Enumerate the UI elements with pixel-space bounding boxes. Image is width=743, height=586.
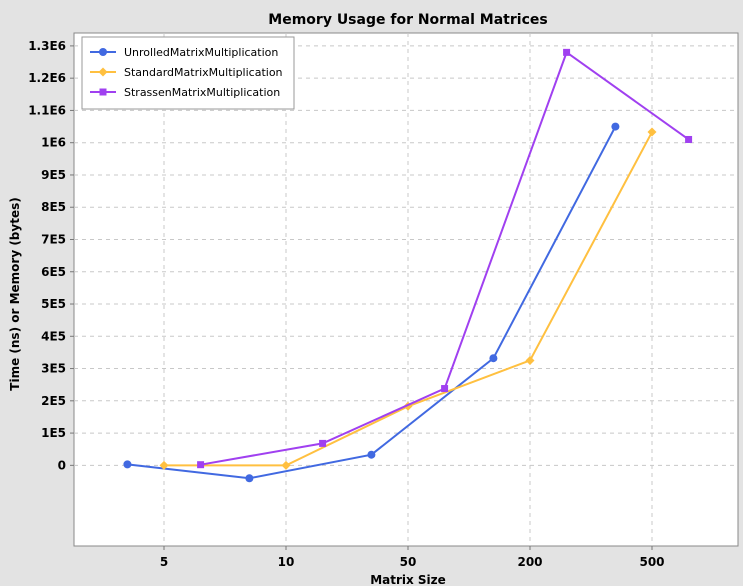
y-tick-label: 0: [58, 458, 66, 472]
y-tick-label: 4E5: [41, 329, 66, 343]
legend-label: StandardMatrixMultiplication: [124, 66, 283, 79]
data-point: [281, 460, 291, 470]
y-tick-label: 7E5: [41, 232, 66, 246]
x-tick-label: 500: [639, 555, 664, 569]
y-tick-label: 2E5: [41, 394, 66, 408]
y-tick-label: 9E5: [41, 168, 66, 182]
y-tick-label: 1.1E6: [28, 103, 66, 117]
y-tick-label: 6E5: [41, 265, 66, 279]
x-tick-label: 200: [517, 555, 542, 569]
y-tick-label: 3E5: [41, 362, 66, 376]
legend-entry: UnrolledMatrixMultiplication: [90, 46, 278, 59]
series-UnrolledMatrixMultiplication: [123, 122, 620, 483]
y-tick-label: 1E5: [41, 426, 66, 440]
legend-label: StrassenMatrixMultiplication: [124, 86, 280, 99]
data-point: [647, 127, 657, 137]
y-tick-label: 1.3E6: [28, 39, 66, 53]
legend-marker: [98, 67, 108, 77]
series-layer: [123, 48, 693, 483]
y-tick-label: 5E5: [41, 297, 66, 311]
x-axis-label: Matrix Size: [370, 573, 446, 586]
axes: 0 1E5 2E5 3E5 4E5 5E5 6E5 7E5 8E5 9E5 1E6 1.1E6 1.2E…: [28, 39, 664, 569]
data-point: [525, 355, 535, 365]
legend-entry: StandardMatrixMultiplication: [90, 66, 283, 79]
y-axis-label: Time (ns) or Memory (bytes): [8, 197, 22, 390]
series-StrassenMatrixMultiplication: [197, 48, 693, 469]
legend-marker: [99, 88, 107, 96]
y-tick-label: 1.2E6: [28, 71, 66, 85]
x-tick-label: 50: [400, 555, 417, 569]
data-point: [123, 460, 132, 469]
legend-box: [81, 36, 295, 110]
plot-area: [73, 32, 739, 547]
data-point: [489, 354, 498, 363]
x-tick-label: 5: [160, 555, 168, 569]
legend-entry: StrassenMatrixMultiplication: [90, 86, 280, 99]
x-tick-label: 10: [278, 555, 295, 569]
data-point: [611, 122, 620, 131]
legend-marker: [99, 48, 107, 56]
data-point: [367, 450, 376, 459]
y-tick-label: 8E5: [41, 200, 66, 214]
data-point: [197, 461, 205, 469]
data-point: [685, 135, 693, 143]
data-point: [245, 474, 254, 483]
series-StandardMatrixMultiplication: [159, 127, 657, 470]
data-point: [159, 460, 169, 470]
legend-label: UnrolledMatrixMultiplication: [124, 46, 278, 59]
data-point: [319, 439, 327, 447]
y-tick-label: 1E6: [41, 136, 66, 150]
chart-title: Memory Usage for Normal Matrices: [268, 12, 547, 28]
data-point: [441, 385, 449, 393]
data-point: [563, 48, 571, 56]
legend: UnrolledMatrixMultiplication StandardMatr…: [81, 36, 295, 110]
